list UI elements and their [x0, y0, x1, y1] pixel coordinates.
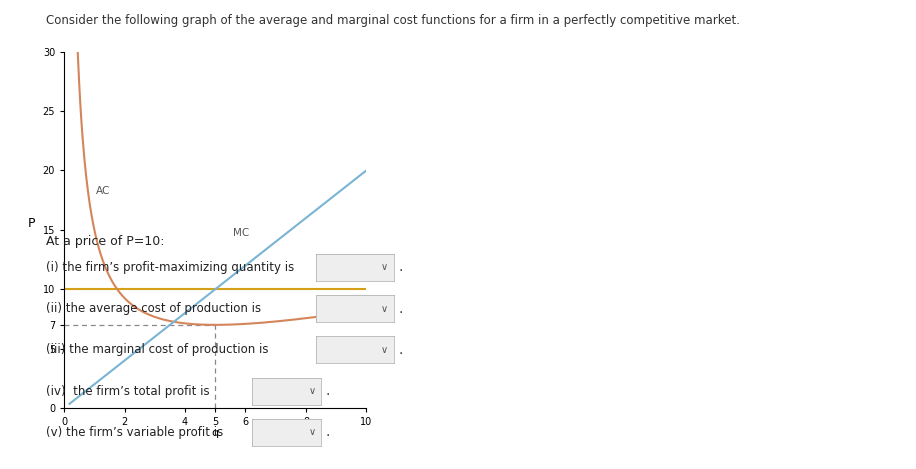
Text: .: .	[325, 384, 330, 398]
Y-axis label: P: P	[27, 217, 35, 230]
Text: (iv)  the firm’s total profit is: (iv) the firm’s total profit is	[46, 385, 210, 398]
Text: .: .	[325, 425, 330, 439]
Text: (i) the firm’s profit-maximizing quantity is: (i) the firm’s profit-maximizing quantit…	[46, 261, 294, 274]
Text: (ii) the average cost of production is: (ii) the average cost of production is	[46, 302, 261, 315]
Text: .: .	[398, 302, 403, 316]
Text: ∨: ∨	[309, 386, 316, 396]
Text: ∨: ∨	[309, 427, 316, 438]
Text: Consider the following graph of the average and marginal cost functions for a fi: Consider the following graph of the aver…	[46, 14, 740, 27]
Text: (iii) the marginal cost of production is: (iii) the marginal cost of production is	[46, 343, 268, 356]
Text: .: .	[398, 260, 403, 274]
X-axis label: q: q	[212, 429, 219, 439]
Text: (v) the firm’s variable profit is: (v) the firm’s variable profit is	[46, 426, 224, 439]
Text: At a price of P=10:: At a price of P=10:	[46, 234, 164, 248]
Text: MC: MC	[234, 228, 250, 238]
Text: .: .	[398, 343, 403, 357]
Text: ∨: ∨	[381, 345, 388, 355]
Text: ∨: ∨	[381, 303, 388, 314]
Text: AC: AC	[96, 186, 110, 196]
Text: ∨: ∨	[381, 262, 388, 272]
